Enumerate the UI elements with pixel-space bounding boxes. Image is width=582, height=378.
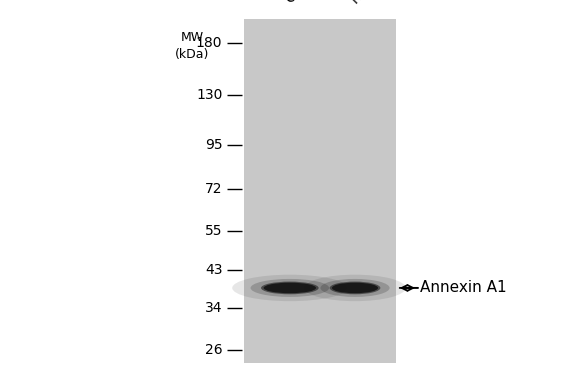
Text: (kDa): (kDa) — [175, 48, 210, 61]
Text: NIH-3T3: NIH-3T3 — [348, 0, 398, 6]
Ellipse shape — [321, 279, 389, 297]
Bar — [244, 19, 396, 363]
Text: 55: 55 — [205, 225, 222, 239]
Text: 34: 34 — [205, 301, 222, 314]
Ellipse shape — [329, 282, 381, 294]
Ellipse shape — [261, 282, 319, 294]
Text: Annexin A1: Annexin A1 — [420, 280, 506, 296]
Ellipse shape — [264, 283, 316, 293]
Ellipse shape — [232, 275, 347, 301]
Ellipse shape — [250, 279, 329, 297]
Text: 26: 26 — [205, 343, 222, 357]
Text: 130: 130 — [196, 88, 222, 102]
Text: 180: 180 — [196, 36, 222, 50]
Text: 95: 95 — [205, 138, 222, 152]
Text: 43: 43 — [205, 263, 222, 277]
Ellipse shape — [332, 283, 378, 293]
Text: C6: C6 — [283, 0, 306, 6]
Text: MW: MW — [180, 31, 204, 44]
Ellipse shape — [304, 275, 406, 301]
Text: 72: 72 — [205, 182, 222, 196]
